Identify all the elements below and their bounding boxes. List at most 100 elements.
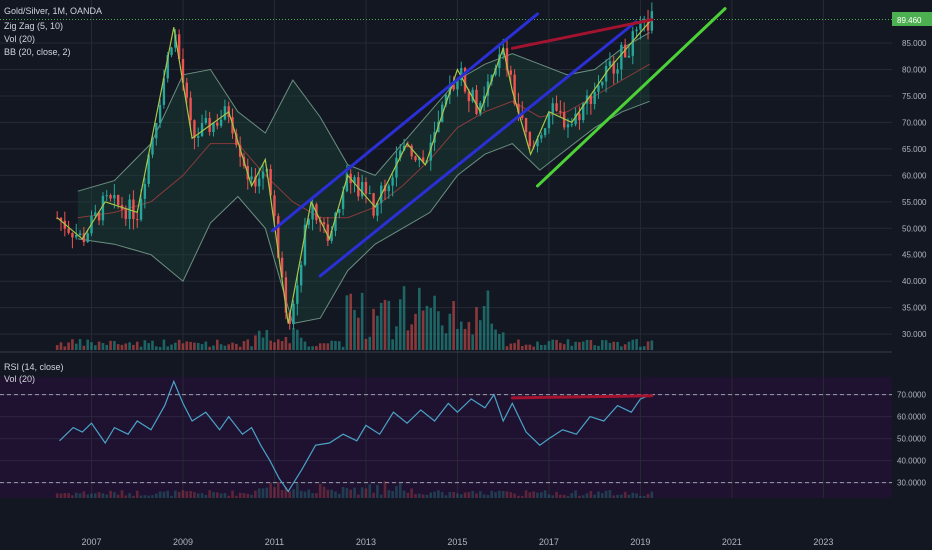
rsi-volume-bar: [600, 493, 604, 498]
volume-bar: [543, 344, 547, 350]
volume-bar: [475, 307, 478, 350]
candle-body: [143, 183, 147, 199]
volume-bar: [623, 344, 627, 350]
price-tick-label: 30.000: [902, 330, 927, 339]
rsi-volume-bar: [307, 489, 311, 498]
rsi-volume-bar: [364, 488, 368, 498]
volume-bar: [86, 339, 89, 350]
rsi-volume-bar: [360, 487, 364, 498]
candle-body: [151, 138, 154, 155]
candle-body: [460, 68, 463, 81]
candle-body: [258, 178, 261, 187]
time-tick-label: 2021: [722, 537, 742, 547]
volume-bar: [284, 337, 288, 350]
volume-bar: [63, 346, 67, 350]
rsi-volume-bar: [475, 493, 478, 498]
candle-body: [562, 112, 566, 128]
rsi-volume-bar: [612, 495, 616, 498]
volume-bar: [463, 328, 467, 350]
rsi-volume-bar: [143, 495, 147, 498]
rsi-volume-bar: [456, 493, 459, 498]
volume-bar: [372, 308, 375, 350]
rsi-volume-bar: [235, 495, 238, 498]
rsi-volume-bar: [379, 494, 383, 498]
rsi-volume-bar: [429, 492, 433, 498]
candle-body: [463, 68, 467, 92]
rsi-volume-bar: [170, 495, 173, 498]
candle-body: [486, 81, 490, 96]
time-tick-label: 2019: [630, 537, 650, 547]
rsi-volume-bar: [97, 492, 101, 498]
time-tick-label: 2015: [447, 537, 467, 547]
volume-bar: [379, 302, 383, 350]
candle-body: [505, 48, 509, 71]
trendlines[interactable]: [270, 7, 727, 278]
candle-body: [521, 112, 524, 119]
volume-bar: [97, 341, 101, 350]
rsi-volume-bar: [208, 490, 211, 498]
rsi-volume-bar: [219, 493, 223, 498]
volume-bar: [322, 343, 326, 350]
volume-bar: [547, 341, 551, 350]
rsi-legend-volume: Vol (20): [4, 374, 35, 384]
candle-body: [353, 177, 356, 184]
volume-bar: [437, 311, 440, 350]
volume-bar: [109, 340, 112, 350]
volume-bar: [105, 344, 109, 350]
candle-body: [536, 138, 539, 147]
volume-bar: [288, 343, 292, 350]
rsi-volume-bar: [101, 493, 105, 498]
rsi-volume-bar: [227, 495, 231, 498]
rsi-volume-bar: [345, 488, 349, 498]
legend[interactable]: Gold/Silver, 1M, OANDA Zig Zag (5, 10) V…: [4, 6, 102, 57]
volume-bar: [551, 339, 555, 350]
rsi-volume-bar: [482, 494, 486, 498]
candle-body: [551, 103, 554, 114]
rsi-volume-bar: [578, 495, 581, 498]
volume-bar: [501, 332, 505, 350]
price-tag-label: 89.460: [897, 16, 922, 25]
rsi-volume-bar: [105, 494, 109, 498]
volume-bar: [135, 341, 139, 350]
rsi-volume-bar: [620, 494, 623, 498]
candle-body: [620, 44, 623, 70]
volume-bar: [570, 345, 574, 350]
volume-bar: [299, 337, 303, 350]
candle-body: [193, 120, 196, 138]
candle-body: [623, 44, 627, 58]
price-tick-label: 65.000: [902, 145, 927, 154]
price-tick-label: 40.000: [902, 277, 927, 286]
candle-body: [410, 145, 413, 157]
volume-bar: [276, 339, 280, 350]
volume-bar: [132, 344, 135, 350]
rsi-volume-bar: [59, 493, 63, 498]
rsi-volume-bar: [589, 491, 593, 498]
candle-body: [627, 55, 631, 58]
rsi-volume-bar: [368, 484, 372, 498]
candle-body: [330, 230, 333, 241]
volume-bar: [189, 341, 192, 350]
candle-body: [345, 173, 349, 192]
rsi-volume-bar: [467, 492, 471, 498]
volume-bar: [215, 339, 219, 350]
candle-body: [124, 209, 127, 220]
rsi-volume-bar: [498, 490, 501, 498]
rsi-legend[interactable]: RSI (14, close) Vol (20): [4, 362, 64, 384]
volume-bar: [524, 344, 528, 350]
volume-bar: [578, 342, 581, 350]
volume-bar: [398, 299, 402, 350]
rsi-volume-bar: [326, 489, 330, 498]
rsi-axis[interactable]: 70.0000 60.0000 50.0000 40.0000 30.0000: [897, 391, 926, 488]
time-axis[interactable]: 2007 2009 2011 2013 2015 2017 2019 2021 2023: [81, 537, 833, 547]
candle-body: [467, 91, 471, 102]
volume-bar: [151, 340, 154, 350]
rsi-volume-bar: [391, 490, 394, 498]
price-axis[interactable]: 85.000 80.000 75.000 70.000 65.000 60.000 55.0…: [902, 39, 927, 339]
candle-body: [307, 219, 310, 225]
volume-bar: [246, 339, 250, 350]
rsi-volume-bar: [410, 488, 413, 498]
bollinger-lower: [77, 100, 650, 325]
volume-bar: [296, 329, 299, 350]
volume-bar: [631, 339, 635, 350]
